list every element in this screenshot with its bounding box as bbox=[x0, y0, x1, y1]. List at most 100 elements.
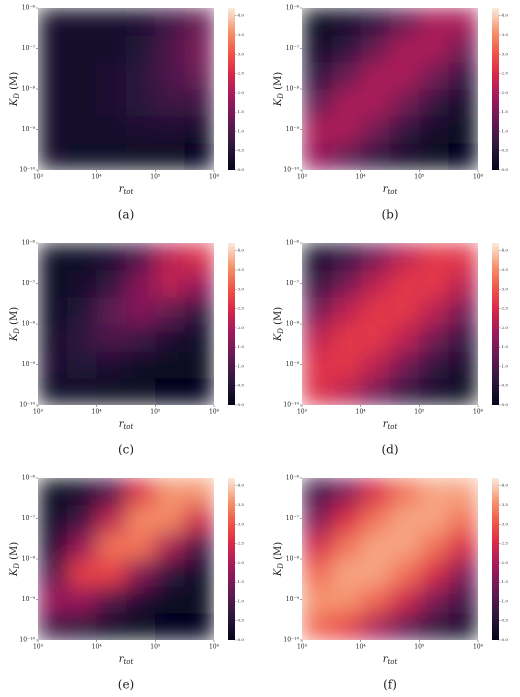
y-tick-label: 10⁻¹⁰ bbox=[283, 402, 299, 409]
colorbar-tick-label: 3.5 bbox=[238, 502, 245, 507]
y-tick-label: 10⁻⁸ bbox=[22, 556, 36, 563]
y-label-rest: (M) bbox=[273, 72, 284, 93]
x-tick-label: 10⁵ bbox=[414, 174, 425, 181]
heatmap-cell bbox=[96, 8, 127, 36]
colorbar-tick-label: 2.0 bbox=[502, 90, 509, 95]
heatmap-cell bbox=[448, 532, 478, 560]
heatmap-cell bbox=[331, 559, 362, 587]
heatmap-cell bbox=[155, 8, 186, 36]
heatmap-cell bbox=[38, 297, 68, 325]
heatmap-cell bbox=[38, 505, 68, 533]
colorbar-tick-label: 0.5 bbox=[238, 383, 245, 388]
x-tick-label: 10⁵ bbox=[150, 174, 161, 181]
heatmap-cell bbox=[302, 243, 332, 271]
heatmap-cell bbox=[302, 270, 332, 298]
heatmap-cell bbox=[331, 116, 362, 144]
colorbar-tick-label: 0.0 bbox=[502, 637, 509, 642]
heatmap-cell bbox=[448, 351, 478, 379]
heatmap-cell bbox=[360, 116, 391, 144]
y-tick-label: 10⁻⁹ bbox=[286, 361, 300, 368]
heatmap-cell bbox=[302, 35, 332, 63]
x-tick-label: 10⁴ bbox=[92, 409, 103, 416]
heatmap-cell bbox=[126, 378, 156, 405]
heatmap-cell bbox=[448, 270, 478, 298]
x-axis-label: rtot bbox=[119, 184, 134, 197]
heatmap-cell bbox=[302, 62, 332, 90]
heatmap-cell bbox=[155, 270, 186, 298]
colorbar-tick-label: 4.0 bbox=[238, 13, 245, 18]
colorbar-tick-label: 2.5 bbox=[502, 541, 509, 546]
x-tick-label: 10⁴ bbox=[92, 174, 103, 181]
heatmap-cells bbox=[302, 243, 478, 405]
heatmap-cell bbox=[331, 270, 362, 298]
x-tick-label: 10⁴ bbox=[356, 174, 367, 181]
colorbar bbox=[228, 8, 235, 170]
x-tick-label: 10⁵ bbox=[414, 409, 425, 416]
heatmap bbox=[38, 478, 214, 640]
x-label-sub: tot bbox=[387, 658, 397, 666]
y-tick-label: 10⁻⁸ bbox=[286, 86, 300, 93]
colorbar-tick-label: 3.0 bbox=[502, 286, 509, 291]
heatmap-cell bbox=[38, 586, 68, 614]
heatmap-cell bbox=[448, 8, 478, 36]
x-tick-label: 10³ bbox=[33, 644, 44, 651]
y-tick-label: 10⁻⁷ bbox=[286, 515, 300, 522]
heatmap-cell bbox=[360, 270, 391, 298]
heatmap-cell bbox=[184, 378, 214, 405]
heatmap-cell bbox=[390, 532, 420, 560]
y-tick-label: 10⁻⁹ bbox=[22, 361, 36, 368]
colorbar-tick-label: 1.0 bbox=[502, 128, 509, 133]
heatmap-cell bbox=[390, 8, 420, 36]
heatmap-cell bbox=[331, 351, 362, 379]
x-tick-label: 10⁵ bbox=[414, 644, 425, 651]
heatmap-cell bbox=[448, 62, 478, 90]
heatmap-cell bbox=[302, 505, 332, 533]
y-axis-label: KD (M) bbox=[9, 542, 22, 577]
x-tick-label: 10⁶ bbox=[473, 644, 484, 651]
heatmap-cell bbox=[331, 532, 362, 560]
heatmap-cell bbox=[448, 143, 478, 170]
heatmap-cell bbox=[96, 297, 127, 325]
colorbar-tick-label: 3.5 bbox=[238, 32, 245, 37]
y-label-base: K bbox=[273, 568, 284, 577]
heatmap-cell bbox=[155, 297, 186, 325]
heatmap-cell bbox=[448, 478, 478, 506]
heatmap-cell bbox=[419, 8, 450, 36]
heatmap-cell bbox=[419, 324, 450, 352]
heatmap-cell bbox=[184, 324, 214, 352]
heatmap-cell bbox=[302, 378, 332, 405]
heatmap-cell bbox=[302, 89, 332, 117]
x-tick-label: 10⁵ bbox=[150, 409, 161, 416]
heatmap-cell bbox=[331, 297, 362, 325]
heatmap-cell bbox=[390, 351, 420, 379]
heatmap-cell bbox=[360, 243, 391, 271]
x-label-base: r bbox=[119, 654, 125, 665]
heatmap-cell bbox=[331, 8, 362, 36]
y-tick-label: 10⁻⁶ bbox=[286, 475, 300, 482]
y-tick-label: 10⁻⁶ bbox=[286, 5, 300, 12]
colorbar-tick-label: 4.0 bbox=[502, 483, 509, 488]
heatmap-cell bbox=[302, 559, 332, 587]
heatmap-cell bbox=[331, 586, 362, 614]
heatmap-cell bbox=[38, 116, 68, 144]
y-tick-label: 10⁻⁸ bbox=[286, 556, 300, 563]
colorbar-tick-label: 0.0 bbox=[502, 402, 509, 407]
heatmap-cell bbox=[96, 324, 127, 352]
heatmap-cell bbox=[360, 8, 391, 36]
colorbar-tick-label: 2.0 bbox=[502, 560, 509, 565]
colorbar-tick-label: 0.0 bbox=[238, 402, 245, 407]
x-tick-label: 10⁴ bbox=[356, 644, 367, 651]
colorbar-tick-label: 4.0 bbox=[502, 13, 509, 18]
heatmap-cell bbox=[419, 532, 450, 560]
heatmap-cell bbox=[126, 559, 156, 587]
heatmap-cell bbox=[448, 116, 478, 144]
colorbar-tick-label: 2.5 bbox=[238, 71, 245, 76]
caption: (a) bbox=[118, 208, 135, 222]
colorbar-tick-label: 2.0 bbox=[238, 560, 245, 565]
heatmap-cell bbox=[360, 62, 391, 90]
heatmap-cell bbox=[38, 143, 68, 170]
x-label-sub: tot bbox=[387, 188, 397, 196]
heatmap-cell bbox=[184, 8, 214, 36]
heatmap-cell bbox=[390, 613, 420, 640]
y-tick-label: 10⁻⁸ bbox=[22, 86, 36, 93]
